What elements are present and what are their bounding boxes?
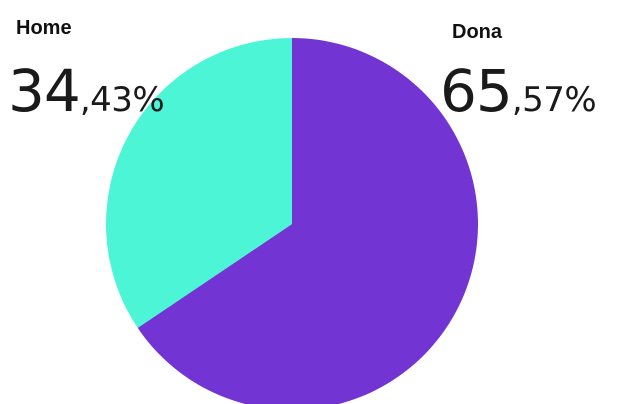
data-label-dona-integer: 65 xyxy=(440,57,513,125)
data-label-home-decimal: ,43% xyxy=(79,80,165,120)
pie-slice-home xyxy=(105,38,292,328)
data-label-dona-decimal: ,57% xyxy=(511,80,597,120)
data-label-home: 34,43% xyxy=(8,62,165,120)
pie-slice-dona xyxy=(137,38,478,404)
data-label-home-integer: 34 xyxy=(8,57,81,125)
data-label-dona: 65,57% xyxy=(440,62,597,120)
legend-label-home: Home xyxy=(16,17,72,39)
legend-label-dona: Dona xyxy=(452,21,502,43)
pie-slices xyxy=(105,38,478,404)
